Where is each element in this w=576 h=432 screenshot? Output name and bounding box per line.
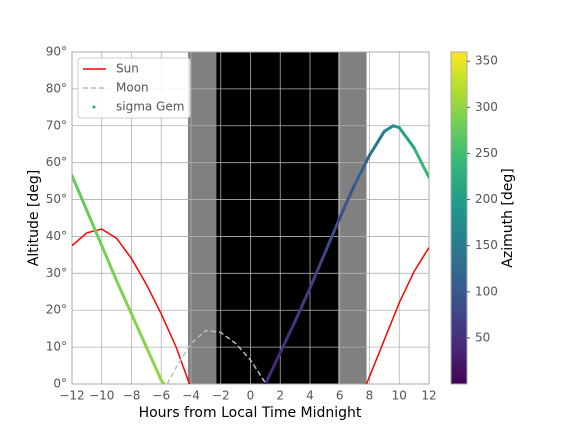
target-point [115,279,119,283]
y-tick-label: 50° [46,192,67,206]
target-segment [308,252,327,289]
x-tick-label: 10 [392,389,407,403]
colorbar-tick-label: 250 [475,146,498,160]
target-segment [323,217,342,254]
colorbar-tick-label: 200 [475,192,498,206]
target-segment [85,210,104,247]
target-segment [72,174,89,212]
y-tick-label: 20° [46,303,67,317]
y-tick-label: 60° [46,155,67,169]
y-tick-label: 40° [46,229,67,243]
target-point [72,174,74,178]
y-tick-label: 0° [53,377,67,391]
target-segment [383,124,395,133]
twilight-band [338,52,367,384]
legend-box [77,57,191,119]
y-tick-label: 70° [46,118,67,132]
target-segment [264,352,282,384]
target-segment [412,147,429,179]
legend-label: Moon [116,81,149,95]
target-point [382,129,386,133]
y-label: Altitude [deg] [26,170,42,266]
line-series [166,329,267,384]
x-tick-label: −6 [152,389,170,403]
target-point [130,312,133,316]
x-tick-label: −12 [59,389,84,403]
legend-marker [92,105,96,109]
colorbar-label: Azimuth [deg] [500,168,516,267]
target-point [323,251,327,255]
x-tick-label: 4 [306,389,314,403]
x-tick-label: 2 [276,389,284,403]
target-point [391,124,395,128]
y-tick-label: 80° [46,81,67,95]
target-segment [115,280,133,315]
x-tick-label: −2 [212,389,230,403]
colorbar-tick-label: 50 [475,330,490,344]
x-label: Hours from Local Time Midnight [139,405,362,421]
target-segment [398,126,416,149]
x-tick-label: 8 [366,389,374,403]
target-segment [145,346,163,381]
twilight-band [188,52,217,384]
colorbar-tick-label: 100 [475,284,498,298]
target-segment [368,130,386,157]
target-point [144,345,148,349]
target-point [100,244,104,248]
target-point [85,209,89,213]
y-tick-label: 10° [46,340,67,354]
colorbar-tick-label: 350 [475,54,498,68]
x-tick-label: 12 [421,389,436,403]
target-point [263,382,267,384]
y-tick-label: 30° [46,266,67,280]
target-point [412,146,416,150]
target-segment [338,184,356,219]
x-tick-label: −4 [182,389,200,403]
target-point [353,183,357,187]
target-point [397,126,401,130]
target-point [368,153,371,157]
target-point [278,351,282,355]
target-point [308,286,312,290]
target-point [338,216,342,220]
target-point [427,175,429,179]
x-tick-label: −10 [89,389,114,403]
target-point [293,319,297,323]
target-segment [100,245,119,282]
y-tick-label: 90° [46,45,67,59]
colorbar [450,51,468,385]
x-tick-label: 0 [247,389,255,403]
target-segment [130,313,148,348]
twilight-band [216,52,339,384]
x-tick-label: −8 [123,389,141,403]
line-series [72,228,429,384]
target-segment [353,154,371,186]
legend-label: Sun [116,62,139,76]
target-point [159,378,163,382]
colorbar-tick-label: 150 [475,238,498,252]
target-segment [293,287,312,322]
target-segment [278,320,297,354]
legend-label: sigma Gem [116,100,184,114]
colorbar-tick-label: 300 [475,100,498,114]
plot-area [72,124,429,384]
x-tick-label: 6 [336,389,344,403]
target-point [162,382,166,384]
plot-frame [71,51,430,385]
